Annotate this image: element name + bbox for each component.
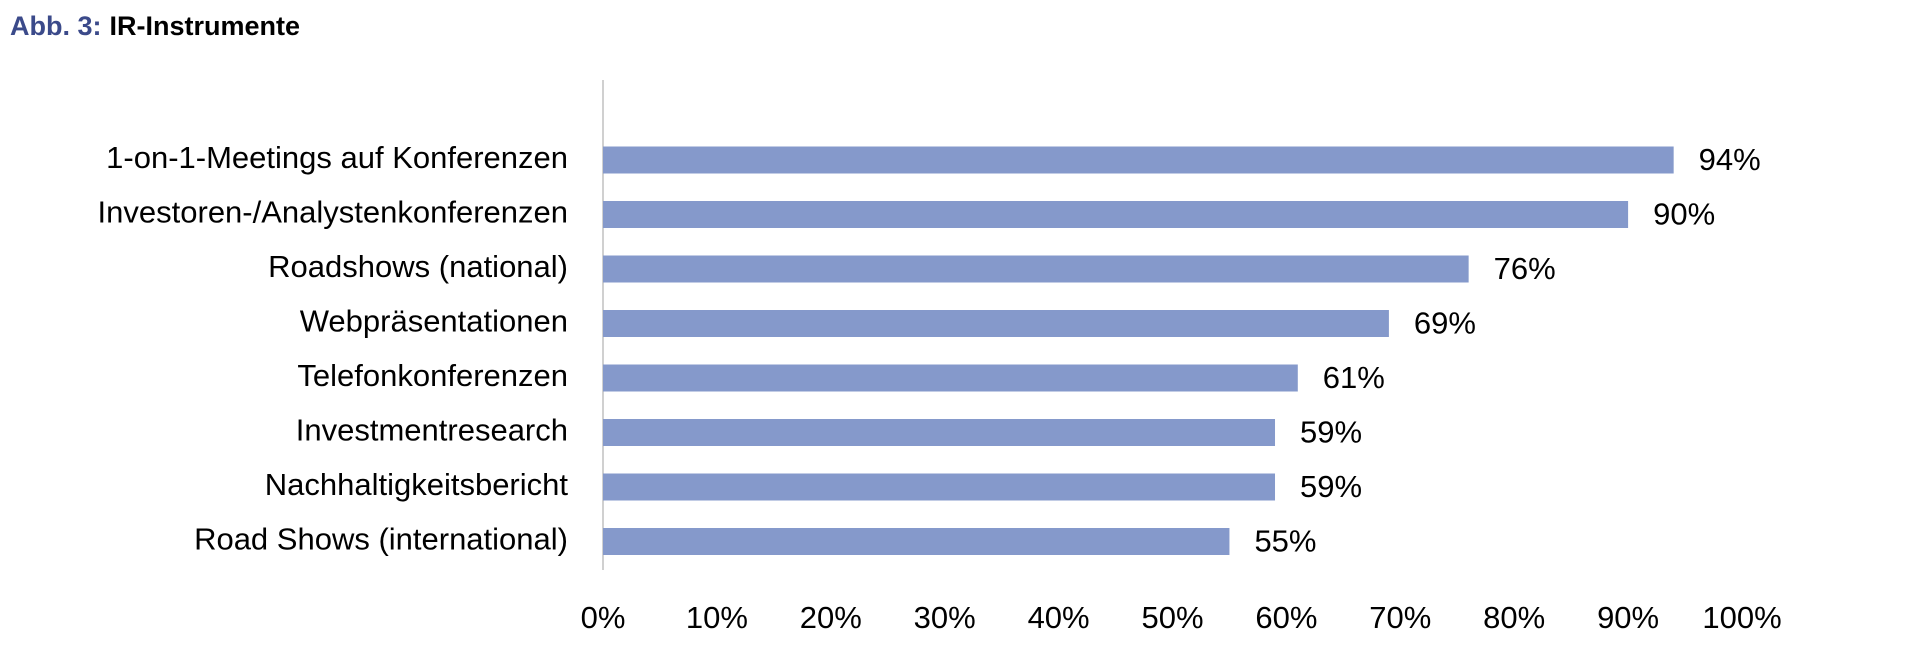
y-tick-label: Road Shows (international) (194, 522, 568, 557)
bar (603, 146, 1674, 174)
x-tick-label: 20% (800, 600, 862, 635)
x-tick-label: 80% (1483, 600, 1545, 635)
value-label: 69% (1414, 306, 1476, 341)
chart-title: IR-Instrumente (110, 11, 301, 41)
value-label: 59% (1300, 415, 1362, 450)
x-tick-label: 60% (1255, 600, 1317, 635)
value-label: 76% (1494, 251, 1556, 286)
x-tick-label: 100% (1702, 600, 1781, 635)
y-tick-label: Roadshows (national) (268, 249, 568, 284)
bar (603, 310, 1389, 337)
y-tick-label: Nachhaltigkeitsbericht (265, 467, 569, 502)
figure-label: Abb. 3: (10, 11, 102, 41)
bar (603, 364, 1298, 392)
bar (603, 255, 1469, 283)
y-tick-label: Investoren-/Analystenkonferenzen (98, 195, 568, 230)
value-label: 61% (1323, 360, 1385, 395)
x-tick-label: 40% (1028, 600, 1090, 635)
bar (603, 528, 1230, 555)
y-tick-label: Investmentresearch (296, 413, 568, 448)
value-label: 94% (1699, 142, 1761, 177)
x-tick-label: 90% (1597, 600, 1659, 635)
bar (603, 201, 1629, 228)
bar (603, 473, 1276, 501)
y-tick-label: 1-on-1-Meetings auf Konferenzen (106, 140, 568, 175)
x-tick-label: 0% (581, 600, 626, 635)
x-tick-label: 10% (686, 600, 748, 635)
value-label: 90% (1653, 197, 1715, 232)
value-label: 55% (1254, 524, 1316, 559)
x-tick-label: 50% (1141, 600, 1203, 635)
value-label: 59% (1300, 469, 1362, 504)
y-tick-label: Webpräsentationen (300, 304, 568, 339)
y-tick-label: Telefonkonferenzen (297, 358, 568, 393)
bar (603, 419, 1276, 446)
x-tick-label: 70% (1369, 600, 1431, 635)
x-tick-label: 30% (914, 600, 976, 635)
